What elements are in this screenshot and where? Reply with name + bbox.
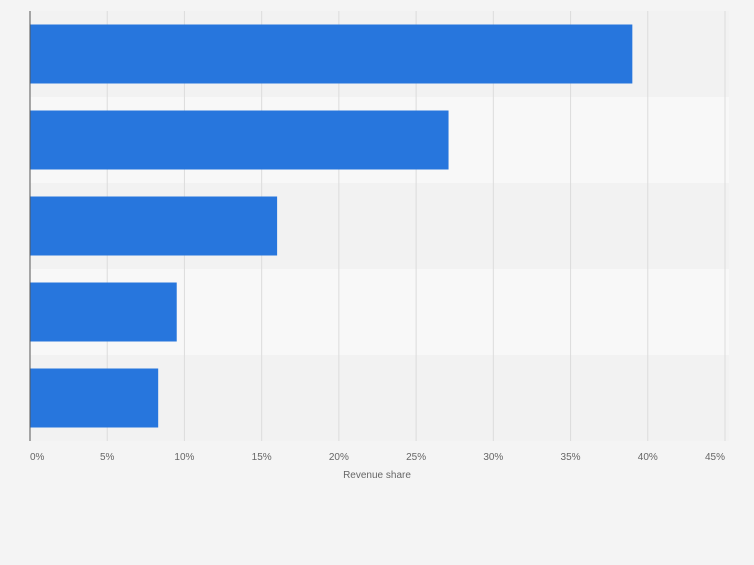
bar	[30, 196, 278, 256]
bar	[30, 110, 449, 170]
x-tick-labels: 0% 5% 10% 15% 20% 25% 30% 35% 40% 45%	[30, 452, 725, 463]
x-tick-label: 5%	[100, 452, 115, 463]
x-tick-label: 10%	[174, 452, 194, 463]
x-tick-label: 30%	[483, 452, 503, 463]
x-tick-label: 15%	[252, 452, 272, 463]
x-tick-label: 40%	[638, 452, 658, 463]
bar	[30, 282, 177, 342]
x-tick-label: 0%	[30, 452, 45, 463]
bars	[30, 24, 633, 428]
x-tick-label: 25%	[406, 452, 426, 463]
x-axis-title: Revenue share	[343, 470, 411, 481]
x-tick-label: 35%	[561, 452, 581, 463]
bar	[30, 368, 159, 428]
x-tick-label: 45%	[705, 452, 725, 463]
bar	[30, 24, 633, 84]
x-tick-label: 20%	[329, 452, 349, 463]
